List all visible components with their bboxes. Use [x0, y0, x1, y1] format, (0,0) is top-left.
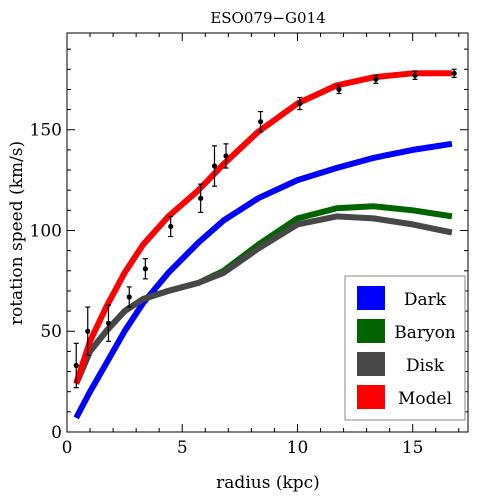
y-tick-label: 150 [30, 121, 62, 141]
data-point [168, 223, 174, 230]
data-point [105, 320, 112, 326]
data-point [336, 86, 342, 93]
data-point [412, 72, 418, 78]
data-point [223, 153, 229, 159]
data-point [73, 362, 79, 369]
legend: Dark Baryon Disk Model [344, 275, 466, 421]
series-line-model [73, 70, 452, 385]
y-axis-label: rotation speed (km/s) [7, 141, 27, 325]
legend-swatch-model [357, 385, 385, 409]
x-tick-label: 10 [287, 438, 309, 458]
y-tick-label: 50 [40, 322, 62, 342]
legend-swatch-disk [357, 352, 385, 376]
data-point [198, 195, 204, 201]
y-tick-label: 100 [30, 221, 62, 241]
y-tick-label: 0 [51, 423, 62, 443]
x-tick-label: 15 [402, 438, 424, 458]
data-point [257, 119, 264, 125]
data-point [373, 76, 379, 82]
data-point [297, 100, 303, 107]
data-point [451, 70, 457, 76]
x-tick-label: 0 [62, 438, 73, 458]
series-line-dark [73, 140, 453, 420]
data-point [211, 163, 218, 169]
x-axis-label: radius (kpc) [216, 473, 320, 493]
data-point [85, 328, 91, 334]
plot-frame [66, 32, 469, 433]
legend-label-dark: Dark [404, 290, 447, 310]
x-tick-label: 5 [177, 438, 188, 458]
data-point [142, 266, 148, 272]
chart-title: ESO079−G014 [210, 9, 325, 27]
legend-swatch-baryon [357, 319, 385, 343]
legend-label-disk: Disk [406, 356, 445, 376]
series-line-disk [73, 213, 453, 385]
data-point [126, 294, 132, 300]
legend-label-baryon: Baryon [394, 323, 456, 343]
legend-label-model: Model [398, 389, 452, 409]
legend-swatch-dark [357, 286, 385, 310]
